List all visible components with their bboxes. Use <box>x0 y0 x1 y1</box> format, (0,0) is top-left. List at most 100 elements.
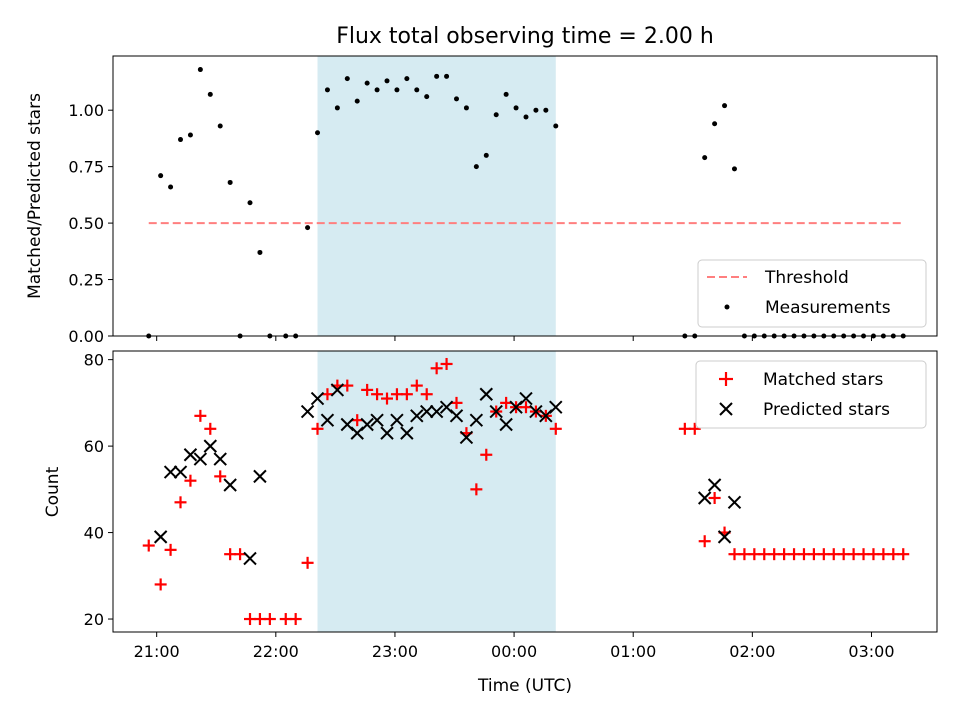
chart-title: Flux total observing time = 2.00 h <box>336 24 714 49</box>
count-y-ticks: 20 40 60 80 <box>84 351 113 629</box>
matched-stars-point <box>164 543 177 556</box>
predicted-stars-point <box>429 404 444 419</box>
predicted-stars-point <box>519 391 533 406</box>
measurements-point <box>712 121 718 127</box>
y-tick-label: 40 <box>84 524 104 543</box>
count-panel: 20 40 60 80 21:00 22:00 23:00 00:00 01:00 02:00 0… <box>43 350 938 696</box>
measurements-point <box>553 123 559 129</box>
matched-stars-point <box>311 422 324 435</box>
observing-window-shade <box>317 56 556 336</box>
x-tick-label: 23:00 <box>372 642 418 661</box>
predicted-stars-point <box>253 469 267 484</box>
measurements-point <box>334 105 340 111</box>
measurements-point <box>453 96 459 102</box>
predicted-stars-point <box>529 404 543 419</box>
matched-stars-point <box>410 379 423 392</box>
x-tick-label: 21:00 <box>134 642 180 661</box>
measurements-point <box>523 114 529 120</box>
measurements-point <box>374 87 380 93</box>
legend-matched-label: Matched stars <box>763 370 883 390</box>
y-tick-label: 0.50 <box>68 214 104 233</box>
ratio-axes-frame <box>112 55 938 337</box>
predicted-stars-point <box>213 452 227 466</box>
measurements-point <box>414 87 420 93</box>
ratio-panel: 0.00 0.25 0.50 0.75 1.00 Flux total observin… <box>25 24 938 346</box>
matched-stars-point <box>289 613 302 626</box>
matched-stars-point <box>470 483 483 496</box>
predicted-stars-point <box>330 383 345 397</box>
legend-predicted-label: Predicted stars <box>763 400 890 420</box>
predicted-stars-point <box>479 387 493 401</box>
predicted-stars-point <box>203 439 217 453</box>
predicted-stars-point <box>420 404 434 419</box>
y-tick-label: 80 <box>84 351 104 370</box>
measurements-point <box>187 132 193 138</box>
predicted-stars-point <box>223 478 237 492</box>
measurements-point <box>354 98 360 104</box>
measurements-point <box>315 130 321 136</box>
predicted-stars-point <box>193 452 208 466</box>
measurements-point <box>473 164 479 170</box>
matched-stars-point <box>897 548 910 561</box>
measurements-point <box>493 112 499 118</box>
predicted-stars-point <box>697 491 712 505</box>
legend-measurements-label: Measurements <box>765 298 891 318</box>
measurements-point <box>344 76 350 82</box>
matched-stars-point <box>500 396 513 409</box>
matched-stars-point <box>194 409 207 422</box>
measurements-point <box>247 200 253 206</box>
matched-stars-point <box>708 491 721 504</box>
predicted-stars-point <box>320 413 335 427</box>
predicted-stars-point <box>489 404 503 419</box>
count-y-axis-label: Count <box>43 466 63 517</box>
legend-predicted-swatch <box>719 402 733 416</box>
measurements-point <box>207 91 213 97</box>
matched-stars-point <box>381 392 394 405</box>
matched-stars-point <box>450 396 463 409</box>
matched-stars-point <box>480 448 493 461</box>
matched-stars-point <box>440 357 453 370</box>
predicted-stars-point <box>459 430 474 445</box>
measurements-point <box>168 184 174 190</box>
matched-stars-point <box>688 422 701 435</box>
count-legend-box <box>695 360 927 429</box>
predicted-stars-point <box>549 400 563 414</box>
measurements-point <box>384 78 390 84</box>
matched-stars-point <box>420 388 433 401</box>
ratio-legend: Threshold Measurements <box>697 259 927 328</box>
matched-stars-point <box>519 401 532 414</box>
measurements-point <box>324 87 330 93</box>
x-tick-label: 00:00 <box>491 642 537 661</box>
measurements-point <box>227 179 233 185</box>
measurements-point <box>158 173 164 179</box>
matched-stars-point <box>263 613 276 626</box>
x-tick-label: 22:00 <box>253 642 299 661</box>
y-tick-label: 20 <box>84 610 104 629</box>
legend-measurements-swatch <box>724 304 730 310</box>
measurements-point <box>424 94 430 100</box>
measurements-point <box>434 73 440 79</box>
x-tick-label: 02:00 <box>729 642 775 661</box>
x-axis-label: Time (UTC) <box>477 676 572 696</box>
predicted-stars-point <box>310 391 325 406</box>
measurements-point <box>702 155 708 161</box>
predicted-stars-point <box>707 478 722 492</box>
y-tick-label: 0.75 <box>68 158 104 177</box>
predicted-stars-point <box>469 413 484 427</box>
matched-stars-point <box>142 539 155 552</box>
count-marks <box>142 357 910 626</box>
predicted-stars-point <box>360 417 374 432</box>
matched-stars-point <box>698 535 711 548</box>
predicted-stars-point <box>390 413 404 427</box>
measurements-point <box>731 166 737 172</box>
measurements-point <box>483 152 489 158</box>
y-tick-label: 1.00 <box>68 101 104 120</box>
ratio-marks <box>146 67 906 339</box>
predicted-stars-point <box>153 530 168 544</box>
measurements-point <box>503 91 509 97</box>
matched-stars-point <box>154 578 167 591</box>
measurements-point <box>444 73 450 79</box>
matched-stars-point <box>351 414 364 427</box>
measurements-point <box>364 80 370 86</box>
ratio-x-ticks <box>156 336 872 341</box>
